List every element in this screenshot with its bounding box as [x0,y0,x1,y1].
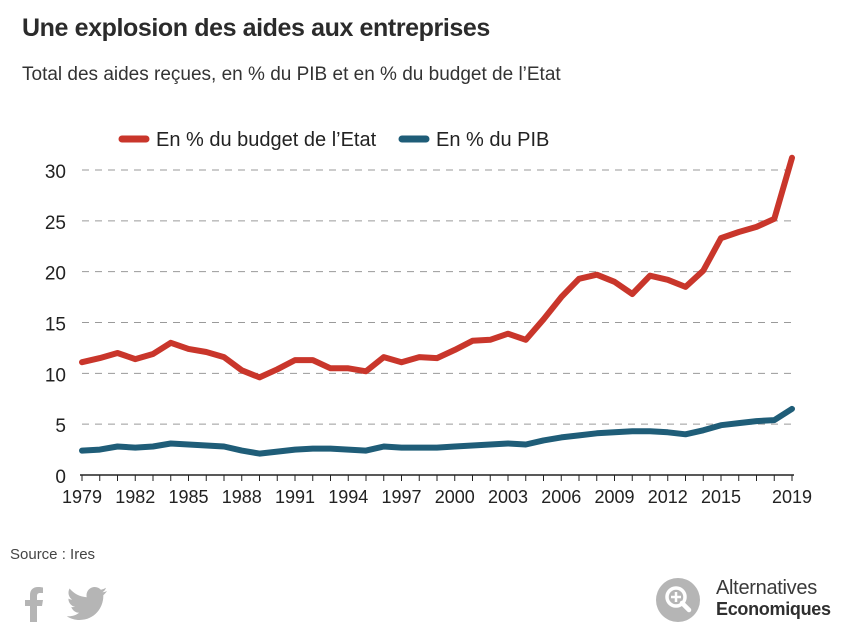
legend-label-pib: En % du PIB [436,129,549,151]
twitter-icon[interactable] [66,586,108,622]
brand-wordmark[interactable]: Alternatives Economiques [716,578,831,618]
series-lines [79,154,795,457]
x-tick-label: 1988 [222,487,262,507]
x-tick-label: 2012 [648,487,688,507]
chart-legend: En % du budget de l’Etat En % du PIB [118,129,549,151]
y-tick-label: 10 [45,365,66,386]
y-tick-label: 20 [45,264,66,285]
source-note: Source : Ires [10,546,96,563]
line-chart: En % du budget de l’Etat En % du PIB 0 5 10… [45,129,812,507]
x-tick-label: 2006 [541,487,581,507]
x-tick-label: 1985 [168,487,208,507]
y-tick-label: 15 [45,315,66,336]
grid-lines [82,169,792,425]
x-tick-label: 2015 [701,487,741,507]
x-tick-label: 1994 [328,487,368,507]
x-tick-label: 1991 [275,487,315,507]
x-tick-label: 2019 [772,487,812,507]
brand-line-2: Economiques [716,599,831,619]
chart-title: Une explosion des aides aux entreprises [22,14,490,42]
alternatives-economiques-logo-icon[interactable] [655,577,701,623]
legend-label-budget: En % du budget de l’Etat [156,129,377,151]
chart-subtitle: Total des aides reçues, en % du PIB et e… [22,64,561,85]
y-tick-label: 5 [55,416,66,437]
x-tick-label: 1979 [62,487,102,507]
x-tick-label: 1997 [381,487,421,507]
y-axis-ticks: 0 5 10 15 20 25 30 [45,162,66,488]
series-line-budget [79,154,795,381]
brand-line-1: Alternatives [716,577,817,599]
x-tick-label: 2009 [594,487,634,507]
series-line-pib [79,405,795,457]
x-tick-label: 2003 [488,487,528,507]
x-axis: 1979 1982 1985 1988 1991 1994 1997 2000 2003 2006… [62,474,812,507]
y-tick-label: 25 [45,213,66,234]
x-tick-label: 1982 [115,487,155,507]
y-tick-label: 30 [45,162,66,183]
y-tick-label: 0 [55,467,66,488]
x-tick-label: 2000 [435,487,475,507]
facebook-icon[interactable] [22,586,46,622]
